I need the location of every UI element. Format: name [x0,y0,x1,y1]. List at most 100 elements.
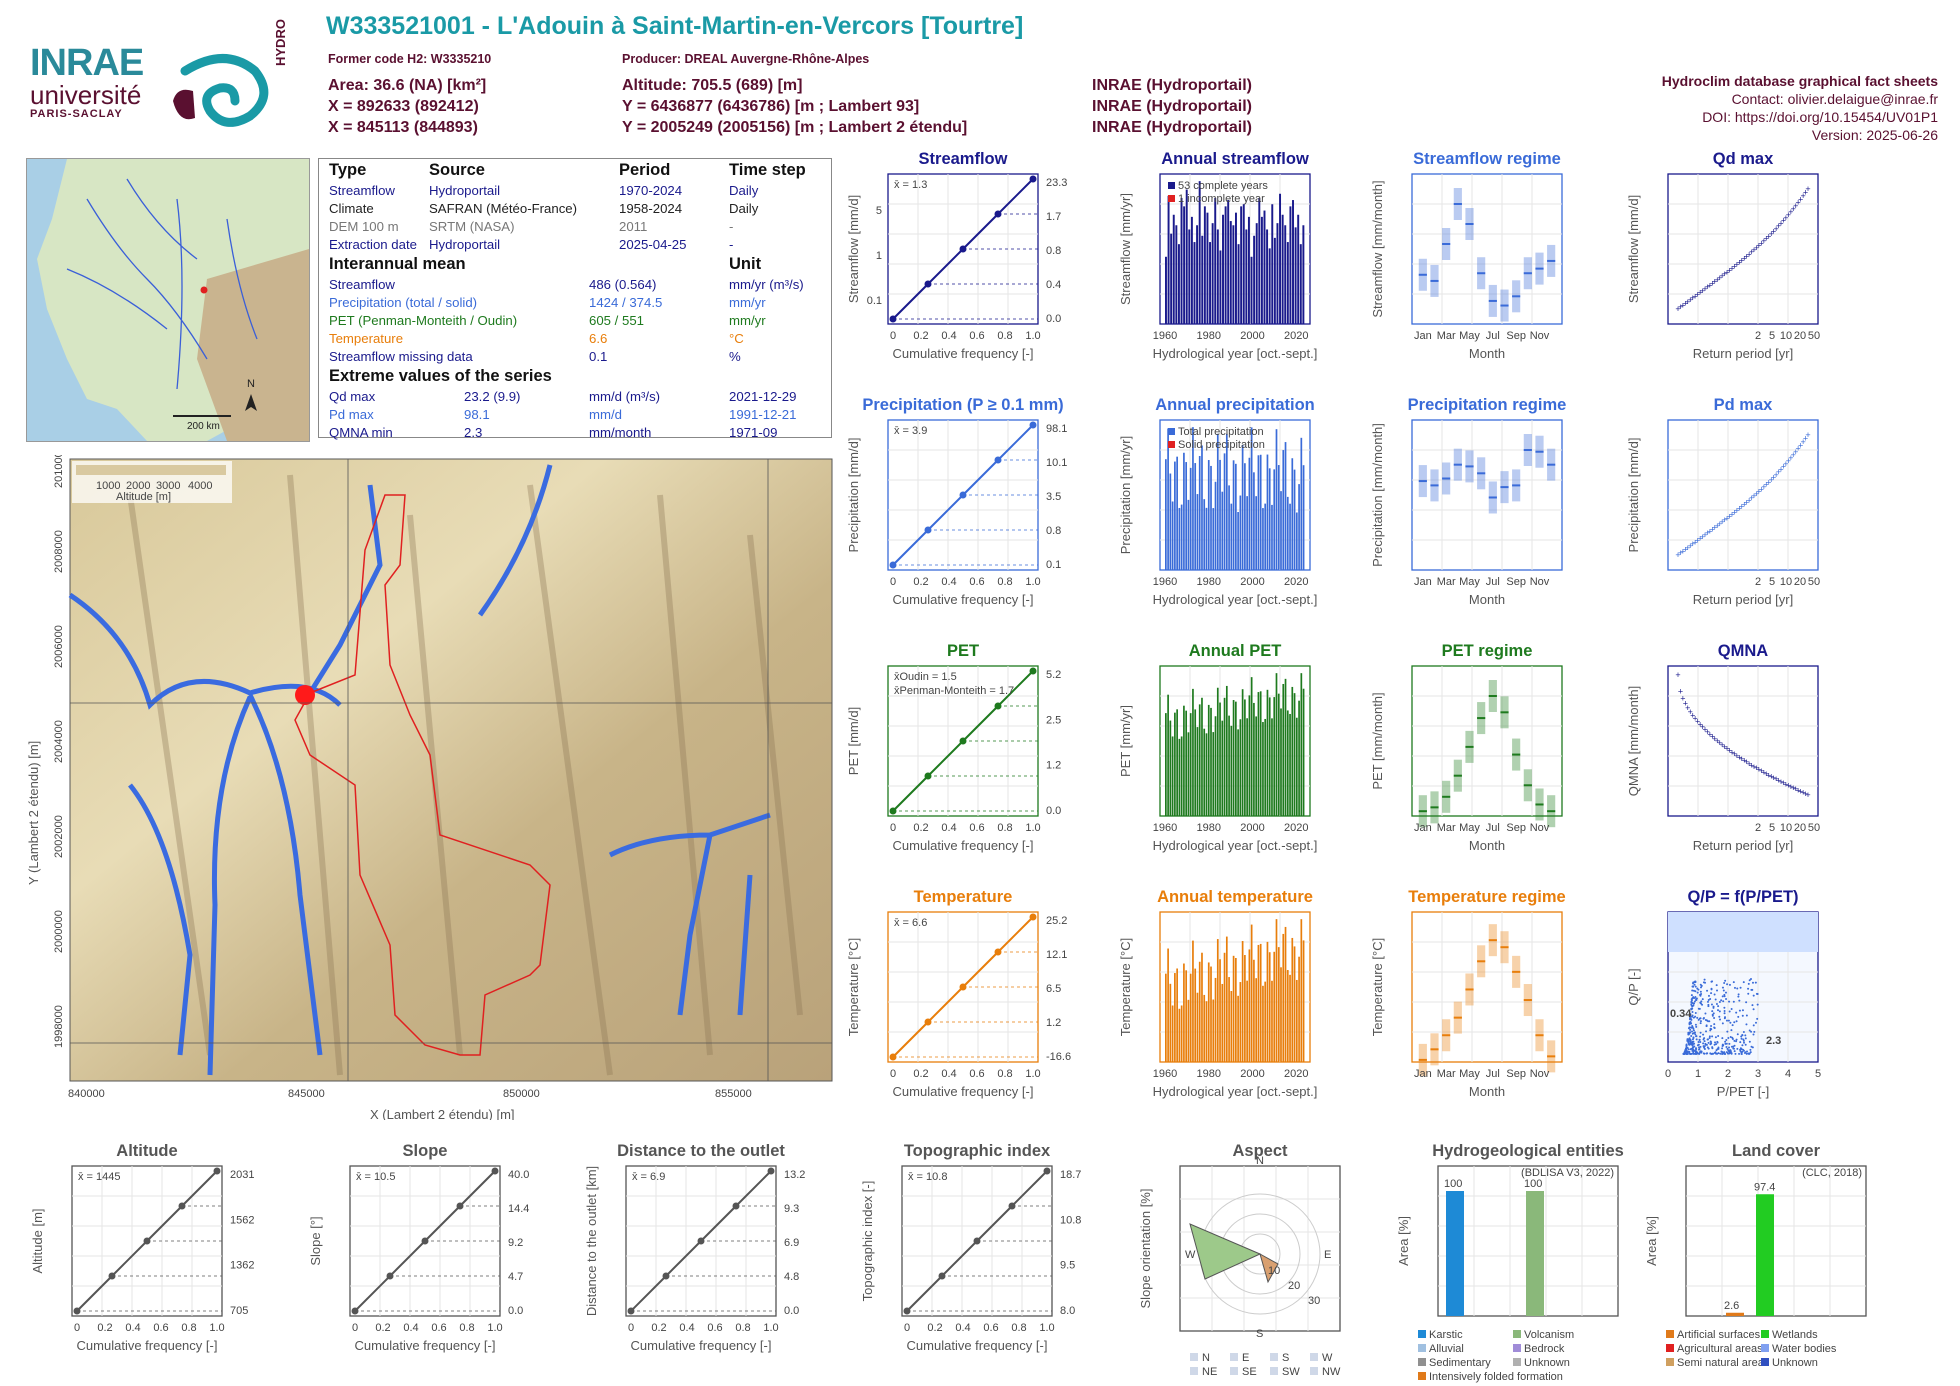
scatter-point [1700,991,1702,993]
x-tick: 2 [1755,330,1761,342]
left-tick: 1 [876,250,882,262]
scatter-point [1752,982,1754,984]
x-tick: 3 [1755,1068,1761,1080]
table-row-source: SRTM (NASA) [429,219,514,234]
x-tick: 0.4 [941,330,956,342]
annual-bar [1300,919,1302,1062]
annual-bar [1217,939,1219,1062]
extreme-name: QMNA min [329,425,393,440]
annual-bar [1289,714,1291,816]
right-tick: 13.2 [784,1169,805,1181]
annual-bar [1206,733,1208,816]
map-x-tick: 855000 [715,1088,752,1100]
extreme-date: 2021-12-29 [729,389,796,404]
x-tick: 1960 [1153,1068,1177,1080]
x-tick: 1980 [1197,822,1221,834]
y-axis-label: PET [mm/month] [1370,692,1385,789]
right-tick: 12.1 [1046,949,1067,961]
scatter-point [1713,1017,1715,1019]
scatter-point [1753,1008,1755,1010]
source-1: INRAE (Hydroportail) [1092,77,1252,95]
scatter-point [1723,1007,1725,1009]
scatter-point [1693,990,1695,992]
scatter-point [1691,994,1693,996]
chart-title: Annual temperature [1157,888,1313,906]
scatter-point [1727,1037,1729,1039]
scatter-point [1693,1050,1695,1052]
chart-title: Qd max [1713,150,1774,168]
annual-bar [1203,995,1205,1062]
annual-bar [1303,465,1305,570]
annual-bar [1199,704,1201,816]
annual-bar [1260,455,1262,570]
scatter-point [1712,1053,1714,1055]
annual-bar [1289,206,1291,324]
y-axis-label: Precipitation [mm/d] [846,438,861,553]
extreme-value: 23.2 (9.9) [464,389,520,404]
annual-bar [1242,689,1244,816]
annual-bar [1197,993,1199,1062]
annual-bar [1285,679,1287,816]
hydro-logo: HYDRO [165,46,295,136]
annual-bar [1224,953,1226,1062]
annual-bar [1192,941,1194,1062]
scatter-point [1745,1001,1747,1003]
annual-bar [1240,206,1242,324]
x-tick: Jul [1486,576,1500,588]
annual-bar [1292,200,1294,324]
annual-bar [1215,482,1217,570]
scatter-point [1736,1048,1738,1050]
scatter-point [1717,1035,1719,1037]
annual-bar [1170,234,1172,324]
dir-west: W [1185,1249,1196,1261]
x-tick: 0.6 [969,1068,984,1080]
scatter-point [1716,1041,1718,1043]
scatter-point [1750,1031,1752,1033]
scatter-point [1720,999,1722,1001]
annual-bar [1291,938,1293,1062]
x-axis-label: Return period [yr] [1693,838,1793,853]
mean-unit: °C [729,331,744,346]
scatter-point [1700,1002,1702,1004]
scatter-point [1735,1012,1737,1014]
scatter-point [1743,1040,1745,1042]
extreme-name: Pd max [329,407,374,422]
scatter-point [1721,1037,1723,1039]
scatter-point [1710,1028,1712,1030]
x-tick: 0.6 [153,1322,168,1334]
x-tick: 10 [1780,330,1792,342]
scatter-point [1747,993,1749,995]
mean-value: 0.1 [589,349,607,364]
scatter-point [1695,999,1697,1001]
scatter-point [1728,1046,1730,1048]
annual-bar [1190,974,1192,1062]
x-tick: 20 [1794,330,1806,342]
scatter-point [1740,987,1742,989]
x-tick: 0.8 [459,1322,474,1334]
scatter-point [1688,1051,1690,1053]
x-tick: Mar [1437,1068,1456,1080]
annual-bar [1165,974,1167,1062]
scatter-point [1750,1051,1752,1053]
annual-bar [1260,944,1262,1062]
mean-name: Precipitation (total / solid) [329,295,477,310]
annual-bar [1199,456,1201,570]
right-tick: 14.4 [508,1203,529,1215]
x-tick: 1960 [1153,330,1177,342]
scatter-point [1722,1022,1724,1024]
scatter-point [1697,992,1699,994]
area: Area: 36.6 (NA) [km²] [328,77,486,95]
section-extreme: Extreme values of the series [329,367,552,386]
x-tick: 0.6 [707,1322,722,1334]
scatter-point [1697,1044,1699,1046]
x-tick: Jul [1486,1068,1500,1080]
annual-bar [1289,975,1291,1062]
y-axis-label: Precipitation [mm/month] [1370,423,1385,567]
right-tick: 3.5 [1046,491,1061,503]
annual-bar [1194,969,1196,1062]
x-axis-label: Cumulative frequency [-] [77,1338,218,1353]
scatter-point [1731,1046,1733,1048]
doi-link[interactable]: DOI: https://doi.org/10.15454/UV01P1 [1662,108,1938,126]
x-tick: 1960 [1153,576,1177,588]
chart-title: Annual PET [1189,642,1282,660]
